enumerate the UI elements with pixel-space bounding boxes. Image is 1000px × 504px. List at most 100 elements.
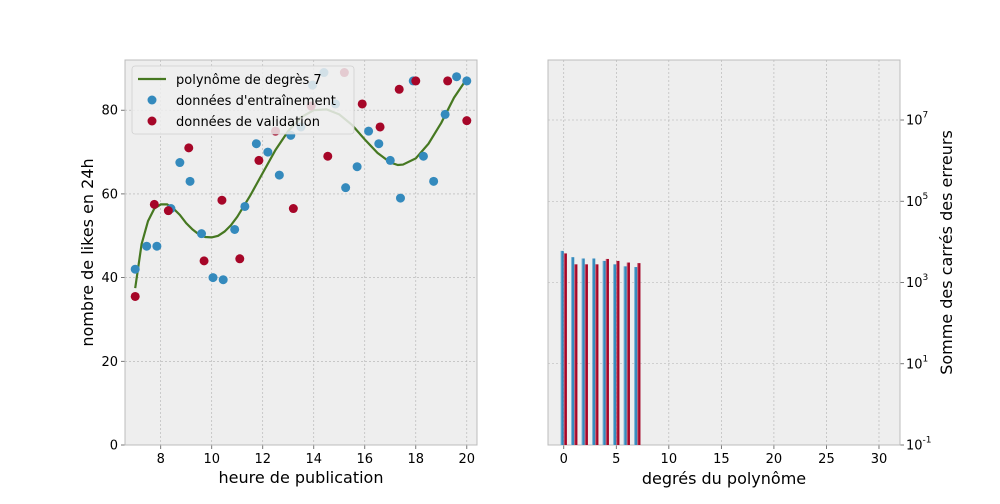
train-error-bar-highlight [613,264,615,445]
train-error-bar [560,250,564,445]
train-point [230,224,240,234]
train-error-bar [613,264,617,445]
valid-error-bar [595,264,599,445]
train-point [429,176,439,186]
train-point [152,241,162,251]
left-x-tick-label: 16 [356,452,373,467]
train-point [263,147,273,157]
train-error-bar [634,267,638,445]
valid-error-bar [563,253,567,445]
tick-exponent: -1 [923,436,932,446]
right-x-tick-label: 15 [713,452,730,467]
valid-point [149,199,159,209]
train-point [352,162,362,172]
left-x-axis-label: heure de publication [219,468,384,487]
right-x-tick-label: 10 [661,452,678,467]
valid-error-bar-highlight [637,263,639,445]
left-y-axis-label: nombre de likes en 24h [78,158,97,346]
right-y-axis-label: Somme des carrés des erreurs [937,130,956,375]
tick-exponent: 3 [923,273,929,283]
valid-error-bar [616,260,620,445]
right-y-tick-label: 101 [906,354,928,372]
right-x-tick-label: 20 [766,452,783,467]
valid-point [254,155,264,165]
train-point [197,229,207,239]
valid-error-bar-highlight [626,262,628,445]
left-x-tick-label: 14 [305,452,322,467]
train-point [440,109,450,119]
train-point [418,151,428,161]
valid-point [394,84,404,94]
tick-exponent: 7 [923,111,929,121]
train-point [374,139,384,149]
valid-error-bar-highlight [605,258,607,445]
right-y-tick-label: 10-1 [906,436,932,454]
right-y-tick-label: 107 [906,111,928,129]
right-x-tick-label: 5 [612,452,620,467]
valid-error-bar-highlight [563,253,565,445]
train-error-bar-highlight [634,267,636,445]
left-y-tick-label: 40 [101,271,118,286]
valid-point [375,122,385,132]
valid-point [130,291,140,301]
train-error-bar [581,258,585,445]
left-plot-frame [124,59,478,446]
train-error-bar-highlight [602,260,604,445]
legend-valid-label: données de validation [176,115,320,130]
left-x-tick-label: 12 [254,452,271,467]
train-point [385,155,395,165]
train-point [274,170,284,180]
train-error-bar [602,260,606,445]
tick-exponent: 5 [923,192,929,202]
valid-point [288,204,298,214]
left-y-tick-label: 0 [110,439,118,454]
valid-point [357,99,367,109]
valid-point [199,256,209,266]
valid-error-bar-highlight [574,264,576,445]
right-plot-frame [547,59,901,446]
train-point [130,264,140,274]
valid-point [462,116,472,126]
train-point [395,193,405,203]
valid-point [323,151,333,161]
left-x-tick-label: 20 [459,452,476,467]
tick-base: 10 [906,276,923,291]
left-y-tick-label: 20 [101,355,118,370]
train-point [452,72,462,82]
right-x-axis-label: degrés du polynôme [642,469,806,488]
right-x-tick-label: 0 [560,452,568,467]
legend-train-label: données d'entraînement [176,94,336,109]
train-error-bar-highlight [560,250,562,445]
valid-error-bar [584,264,588,445]
valid-error-bar [605,258,609,445]
valid-error-bar [637,263,641,445]
legend-line-label: polynôme de degrès 7 [176,73,322,88]
right-plot-area [548,60,900,445]
legend-train-swatch [147,95,157,105]
right-x-tick-label: 25 [818,452,835,467]
train-point [185,176,195,186]
legend-box [131,65,355,135]
train-point [364,126,374,136]
train-point [175,158,185,168]
right-y-tick-label: 103 [906,273,928,291]
left-x-tick-label: 10 [203,452,220,467]
tick-base: 10 [906,195,923,210]
right-x-tick-label: 30 [871,452,888,467]
train-error-bar-highlight [571,257,573,445]
tick-base: 10 [906,439,923,454]
left-x-tick-label: 18 [408,452,425,467]
right-y-tick-label: 105 [906,192,928,210]
valid-point [235,254,245,264]
legend-valid-swatch [147,116,157,126]
legend: polynôme de degrès 7 données d'entraîneme… [131,65,355,135]
train-error-bar-highlight [592,258,594,445]
valid-point [163,206,173,216]
train-error-bar-highlight [581,258,583,445]
valid-error-bar-highlight [595,264,597,445]
train-error-bar [592,258,596,445]
train-point [142,241,152,251]
train-error-bar [571,257,575,445]
train-error-bar [623,266,627,445]
valid-error-bar [574,264,578,445]
